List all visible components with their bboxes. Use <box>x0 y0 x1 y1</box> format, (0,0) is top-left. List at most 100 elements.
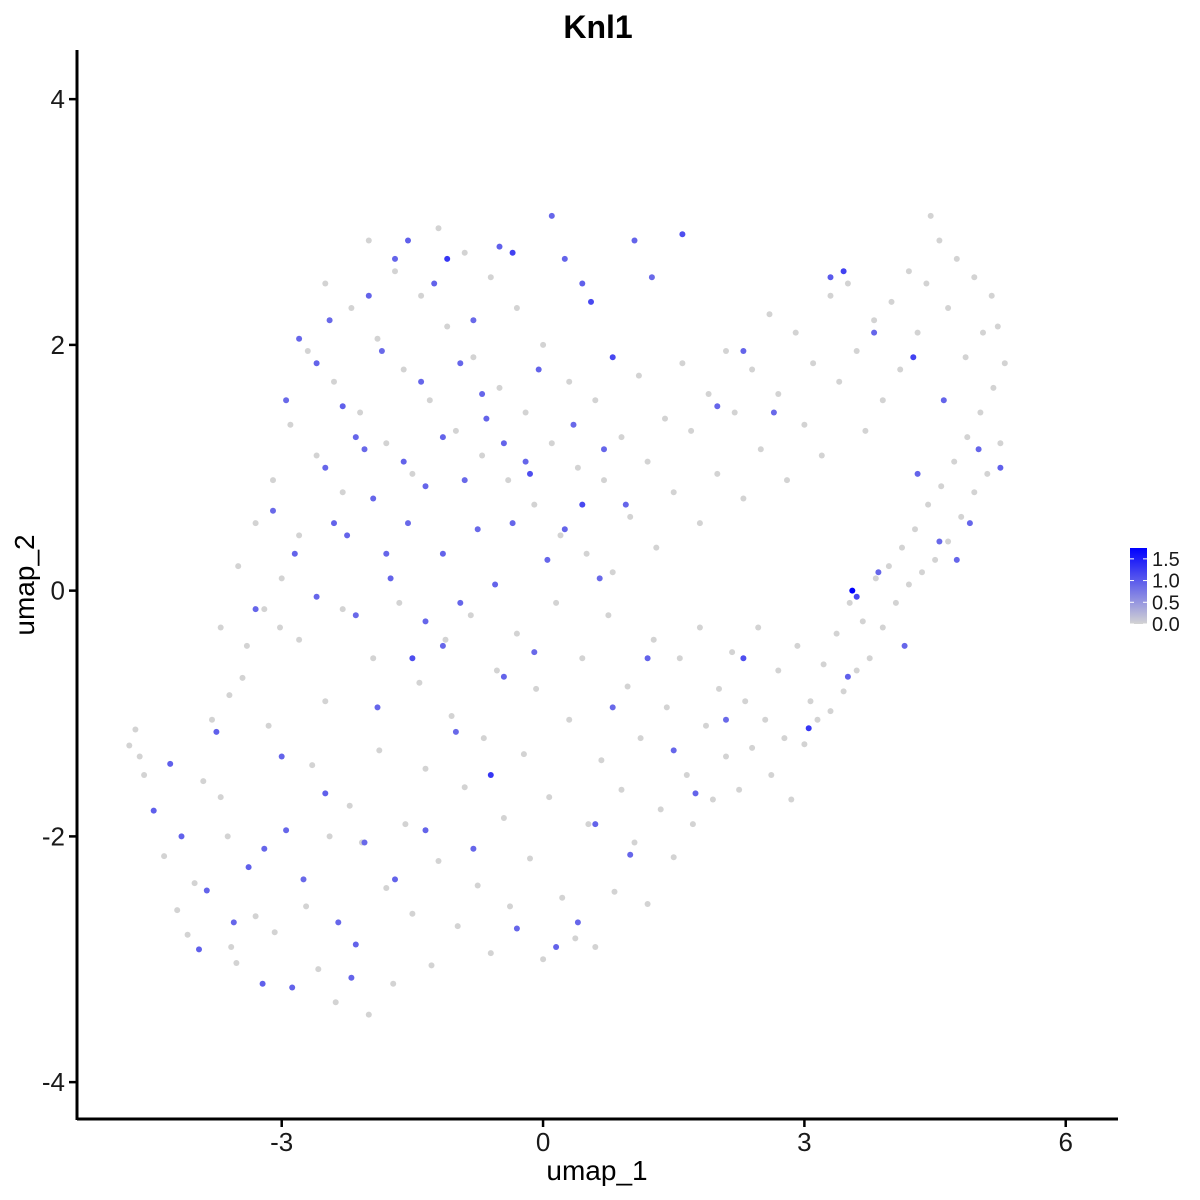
x-axis-title: umap_1 <box>546 1155 647 1186</box>
y-axis-title: umap_2 <box>9 534 40 635</box>
cell-point <box>271 929 278 936</box>
cell-point <box>951 458 958 465</box>
cell-point <box>304 348 311 354</box>
cell-point <box>540 956 547 963</box>
cell-point <box>977 409 984 416</box>
cell-point <box>679 231 686 238</box>
cell-point <box>531 649 538 656</box>
cell-point <box>480 735 487 742</box>
cell-point <box>361 446 368 453</box>
cell-point <box>392 876 398 883</box>
cell-point <box>346 802 353 809</box>
cell-point <box>692 790 699 797</box>
cell-point <box>409 470 416 477</box>
cell-point <box>184 931 191 938</box>
legend-tick-label: 1.0 <box>1152 571 1180 593</box>
cell-point <box>339 403 346 410</box>
cell-point <box>365 1011 372 1018</box>
cell-point <box>980 329 986 336</box>
cell-point <box>496 243 503 250</box>
cell-point <box>714 403 721 410</box>
cell-point <box>392 268 398 275</box>
x-tick-label: 6 <box>1058 1127 1072 1157</box>
cell-point <box>300 876 307 883</box>
cell-point <box>361 839 368 846</box>
cell-point <box>344 532 351 539</box>
cell-point <box>278 575 285 582</box>
cell-point <box>261 845 268 852</box>
legend-tick-label: 1.5 <box>1152 549 1180 571</box>
cell-point <box>435 225 442 232</box>
y-tick-label: -2 <box>42 821 65 851</box>
cell-point <box>533 685 540 692</box>
cell-point <box>228 944 235 950</box>
cell-point <box>709 796 716 803</box>
x-tick-label: 0 <box>536 1127 550 1157</box>
cell-point <box>326 833 333 840</box>
plot-title: Knl1 <box>563 9 632 45</box>
cell-point <box>810 360 817 367</box>
cell-point <box>224 833 231 840</box>
cell-point <box>331 520 337 527</box>
cell-point <box>601 446 607 453</box>
cell-point <box>535 366 542 373</box>
cell-point <box>775 667 782 674</box>
cell-point <box>731 409 738 416</box>
cell-point <box>814 716 821 723</box>
cell-point <box>126 742 133 749</box>
cell-point <box>496 384 503 391</box>
cell-point <box>322 280 329 287</box>
cell-point <box>265 722 272 729</box>
cell-point <box>958 513 965 520</box>
cell-point <box>820 661 827 668</box>
cell-point <box>527 855 533 862</box>
cell-point <box>296 532 303 539</box>
cell-point <box>572 935 579 942</box>
cell-point <box>259 980 266 987</box>
cell-point <box>574 464 581 471</box>
cell-point <box>252 913 259 920</box>
cell-point <box>650 636 657 643</box>
cell-point <box>270 477 276 484</box>
cell-point <box>775 391 782 397</box>
cell-point <box>833 630 840 637</box>
cell-point <box>936 538 943 545</box>
cell-point <box>912 526 918 533</box>
cell-point <box>513 925 520 932</box>
cell-point <box>492 581 499 588</box>
y-tick-label: 0 <box>51 576 65 606</box>
cell-point <box>631 839 638 846</box>
cell-point <box>910 354 917 361</box>
cell-point <box>326 317 333 324</box>
cell-point <box>618 434 625 441</box>
cell-point <box>487 274 494 281</box>
cell-point <box>836 378 843 385</box>
cell-point <box>230 919 237 926</box>
cell-point <box>370 655 377 662</box>
cell-point <box>807 698 814 705</box>
cell-point <box>426 397 433 404</box>
cell-point <box>474 882 481 889</box>
cell-point <box>252 520 259 527</box>
cell-point <box>500 673 507 680</box>
cell-point <box>531 501 538 508</box>
cell-point <box>801 421 808 428</box>
cell-point <box>840 688 847 695</box>
cell-point <box>352 434 359 441</box>
cell-point <box>150 807 157 814</box>
cell-point <box>648 274 655 281</box>
cell-point <box>365 237 372 244</box>
cell-point <box>400 458 407 465</box>
cell-point <box>493 667 500 674</box>
cell-point <box>339 606 346 613</box>
cell-point <box>339 489 346 496</box>
cell-point <box>997 440 1004 447</box>
cell-point <box>696 520 703 527</box>
cell-point <box>844 673 851 680</box>
cell-point <box>988 292 995 299</box>
cell-point <box>322 464 329 471</box>
cell-point <box>618 786 625 793</box>
cell-point <box>136 753 143 760</box>
cell-point <box>901 642 908 649</box>
cell-point <box>866 655 873 662</box>
